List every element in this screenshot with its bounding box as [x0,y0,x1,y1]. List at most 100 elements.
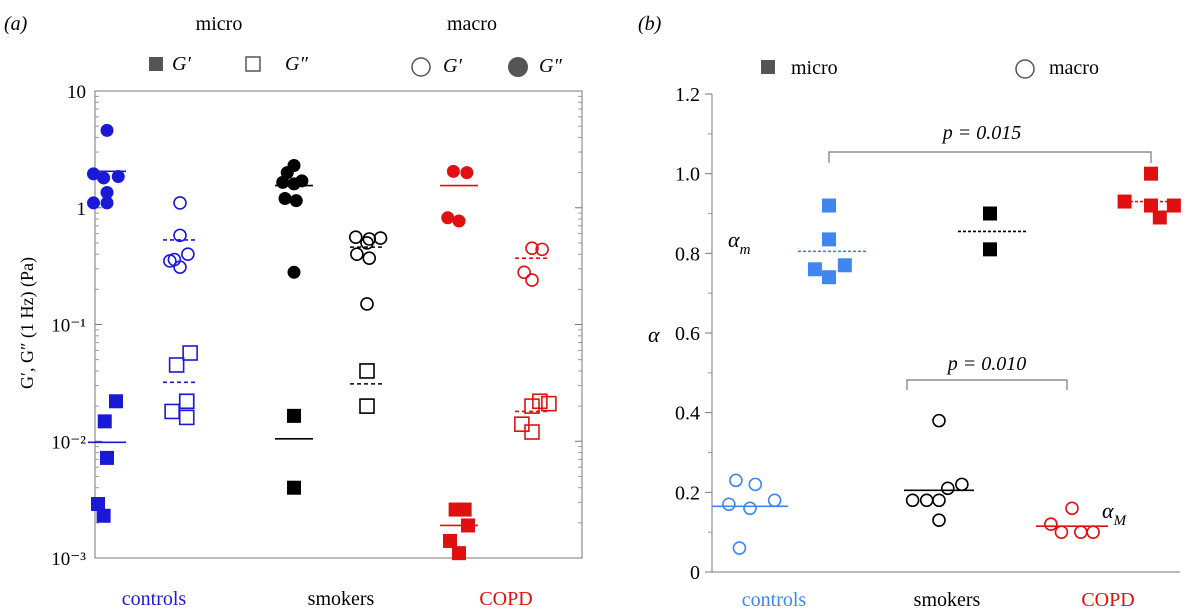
data-point [100,123,114,137]
legend-label: G′ [172,53,191,75]
data-point [525,273,539,287]
x-tick-label-copd: COPD [479,588,532,610]
data-point [173,228,187,243]
data-point [1044,517,1058,532]
data-point [1074,525,1088,539]
data-point [348,230,363,244]
data-point [732,541,747,555]
data-point [541,395,557,412]
data-point [362,251,377,265]
legend-item-macro-gprime: G′ [411,55,462,77]
data-point [289,194,303,208]
alpha-M-subscript: M [1113,513,1128,529]
data-point [1144,166,1158,181]
y-axis-label-b: α [648,322,660,347]
data-point [807,262,822,277]
y-tick-label: 10⁻¹ [51,316,86,337]
data-point [452,214,466,228]
data-point [109,394,123,409]
data-point [722,497,736,512]
alpha-M-symbol: α [1102,498,1114,523]
data-point [822,198,836,213]
data-point [1054,525,1069,539]
filled-circle-marker [508,57,528,77]
significance-bracket-macro: p = 0.010 [906,353,1068,390]
series-group [163,345,198,426]
x-tick-label-controls: controls [122,588,187,610]
legend-panel-a: G′ G″ G′ G″ [149,53,562,77]
y-tick-label: 0.8 [675,243,700,265]
data-point [181,247,195,262]
data-point [767,493,782,508]
data-point [514,416,530,432]
legend-item-micro: micro [761,57,838,79]
y-axis-label-a: G′, G″ (1 Hz) (Pa) [17,257,38,389]
series-group [904,413,974,528]
series-group [1036,501,1108,539]
panel-b: (b) micro macro α 0 0.2 0.4 0.6 0.8 1.0 1.2 co… [638,13,1181,611]
group-header-micro: micro [196,13,243,35]
open-square-marker [245,56,261,72]
data-point [446,164,460,178]
series-group [440,164,478,228]
data-point [182,345,198,361]
data-point [287,408,301,423]
data-point [535,242,549,257]
data-point [919,493,934,508]
p-value-label: p = 0.010 [946,353,1027,375]
data-point [359,363,375,379]
series-label-alpha-M: αM [1102,498,1128,529]
data-point [278,192,292,206]
legend-panel-b: micro macro [761,57,1099,79]
data-point [983,242,997,257]
data-point [743,501,757,516]
data-point [360,297,374,311]
series-group [798,198,868,285]
data-marks-a [87,123,557,561]
alpha-m-symbol: α [728,227,740,252]
series-group [514,393,557,440]
data-point [100,196,114,210]
y-tick-label: 0.6 [675,323,700,345]
series-group [440,502,478,561]
data-marks-b [712,166,1181,555]
data-point [100,450,114,465]
data-point [524,424,540,440]
data-point [1086,525,1100,539]
data-point [178,393,195,410]
series-group [712,473,788,555]
series-group [958,206,1026,257]
data-point [97,414,112,429]
x-tick-label-smokers: smokers [914,589,981,611]
y-tick-label: 10⁻³ [51,549,86,570]
data-point [111,170,125,184]
x-axis-labels-b: controls smokers COPD [742,589,1135,611]
data-point [97,171,111,185]
data-point [837,258,852,273]
legend-item-micro-gprime: G′ [149,53,191,75]
data-point [983,206,997,221]
legend-item-macro-gdoubleprime: G″ [508,55,562,77]
open-circle-marker [411,57,431,77]
data-point [729,473,743,488]
data-point [173,196,187,210]
data-point [350,247,364,262]
y-tick-label: 1.2 [675,84,700,106]
data-point [287,265,301,279]
group-header-macro: macro [447,13,497,35]
y-tick-label: 10 [67,82,86,103]
y-tick-label: 0.2 [675,482,700,504]
data-point [360,236,374,250]
y-tick-label: 1 [77,199,87,220]
data-point [280,166,294,180]
data-point [905,493,920,508]
data-point [1166,198,1181,213]
y-axis-ticks-a: 10 1 10⁻¹ 10⁻² 10⁻³ [51,82,582,570]
filled-square-marker [149,57,163,71]
filled-square-marker [761,60,775,74]
y-tick-label: 0 [690,562,700,584]
data-point [276,175,290,189]
data-point [524,398,540,414]
data-point [443,533,457,548]
data-point [1117,194,1132,209]
